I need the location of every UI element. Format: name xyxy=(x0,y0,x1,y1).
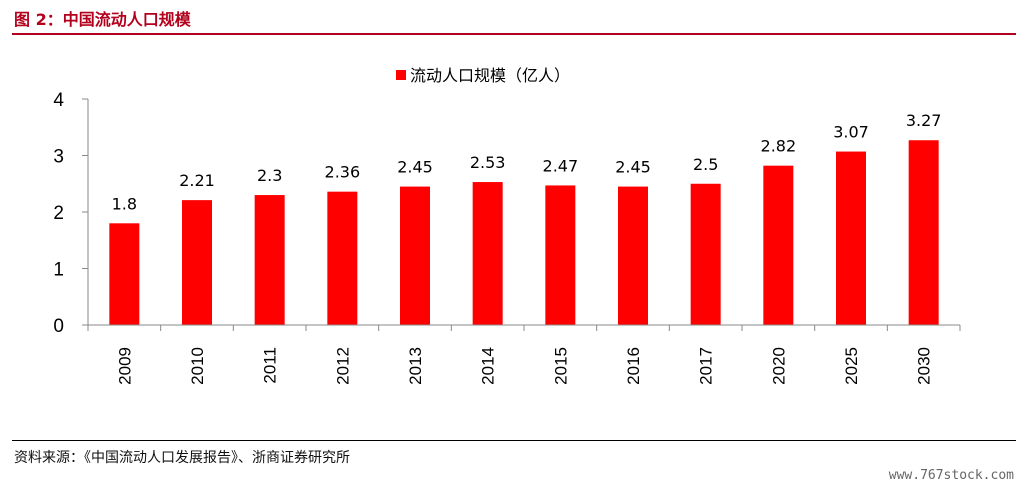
bar-2030 xyxy=(908,140,939,325)
bar-2012 xyxy=(327,191,358,325)
bar-2014 xyxy=(472,182,503,325)
x-tick-labels: 2009 2010 2011 2012 2013 2014 2015 2016 2017 2020… xyxy=(115,347,933,385)
x-tick-label-2017: 2017 xyxy=(697,347,716,385)
data-label-2011: 2.3 xyxy=(257,166,282,185)
data-label-2013: 2.45 xyxy=(397,158,433,177)
data-label-2030: 3.27 xyxy=(906,111,942,130)
data-label-2009: 1.8 xyxy=(112,194,137,213)
bar-2010 xyxy=(182,200,212,325)
bar-2025 xyxy=(836,151,866,325)
bar-2009 xyxy=(109,223,140,325)
x-tick-label-2015: 2015 xyxy=(551,347,570,385)
data-label-2020: 2.82 xyxy=(761,137,797,156)
legend-label: 流动人口规模（亿人） xyxy=(410,66,570,85)
bar-2011 xyxy=(254,195,285,325)
bar-2017 xyxy=(690,183,721,325)
bar-2015 xyxy=(545,185,576,325)
data-labels: 1.8 2.21 2.3 2.36 2.45 2.53 2.47 2.45 2.5 2.82 3.0… xyxy=(112,111,942,213)
bar-chart: 流动人口规模（亿人） 1.82.21 2.3 2.36 2.45 2.53 2.47 2.4… xyxy=(53,66,961,385)
y-tick-label: 2 xyxy=(53,203,64,224)
y-tick-label: 1 xyxy=(53,260,64,281)
legend: 流动人口规模（亿人） xyxy=(396,66,570,85)
x-tick-label-2025: 2025 xyxy=(842,347,861,385)
figure-title: 图 2：中国流动人口规模 xyxy=(14,10,191,29)
data-label-2025: 3.07 xyxy=(833,123,869,142)
bar-2020 xyxy=(763,165,794,325)
x-tick-label-2011: 2011 xyxy=(261,347,280,384)
data-label-2017: 2.5 xyxy=(693,155,718,174)
x-tick-label-2010: 2010 xyxy=(188,347,207,385)
x-tick-label-2020: 2020 xyxy=(769,347,788,385)
bar-2013 xyxy=(400,186,430,325)
bars xyxy=(109,140,939,325)
source-note: 资料来源：《中国流动人口发展报告》、浙商证券研究所 xyxy=(14,450,350,466)
x-tick-label-2009: 2009 xyxy=(115,347,134,385)
bar-2016 xyxy=(618,186,648,325)
data-label-2016: 2.45 xyxy=(615,158,651,177)
data-label-2012: 2.36 xyxy=(325,163,361,182)
y-tick-label: 0 xyxy=(53,316,64,337)
x-tick-label-2013: 2013 xyxy=(406,347,425,385)
x-tick-label-2030: 2030 xyxy=(915,347,934,385)
x-tick-label-2012: 2012 xyxy=(333,347,352,385)
footer-divider xyxy=(12,440,1016,441)
data-label-2015: 2.47 xyxy=(543,156,579,175)
axes xyxy=(82,98,961,331)
y-tick-labels: 0 1 2 3 4 xyxy=(53,90,64,337)
x-tick-label-2016: 2016 xyxy=(624,347,643,385)
data-label-2010: 2.21 xyxy=(179,171,215,190)
watermark: www.767stock.com xyxy=(888,468,1014,483)
legend-swatch xyxy=(396,70,406,80)
y-tick-label: 3 xyxy=(53,147,64,168)
title-divider xyxy=(12,33,1016,35)
x-tick-label-2014: 2014 xyxy=(479,347,498,385)
y-tick-label: 4 xyxy=(53,90,64,111)
data-label-2014: 2.53 xyxy=(470,153,506,172)
